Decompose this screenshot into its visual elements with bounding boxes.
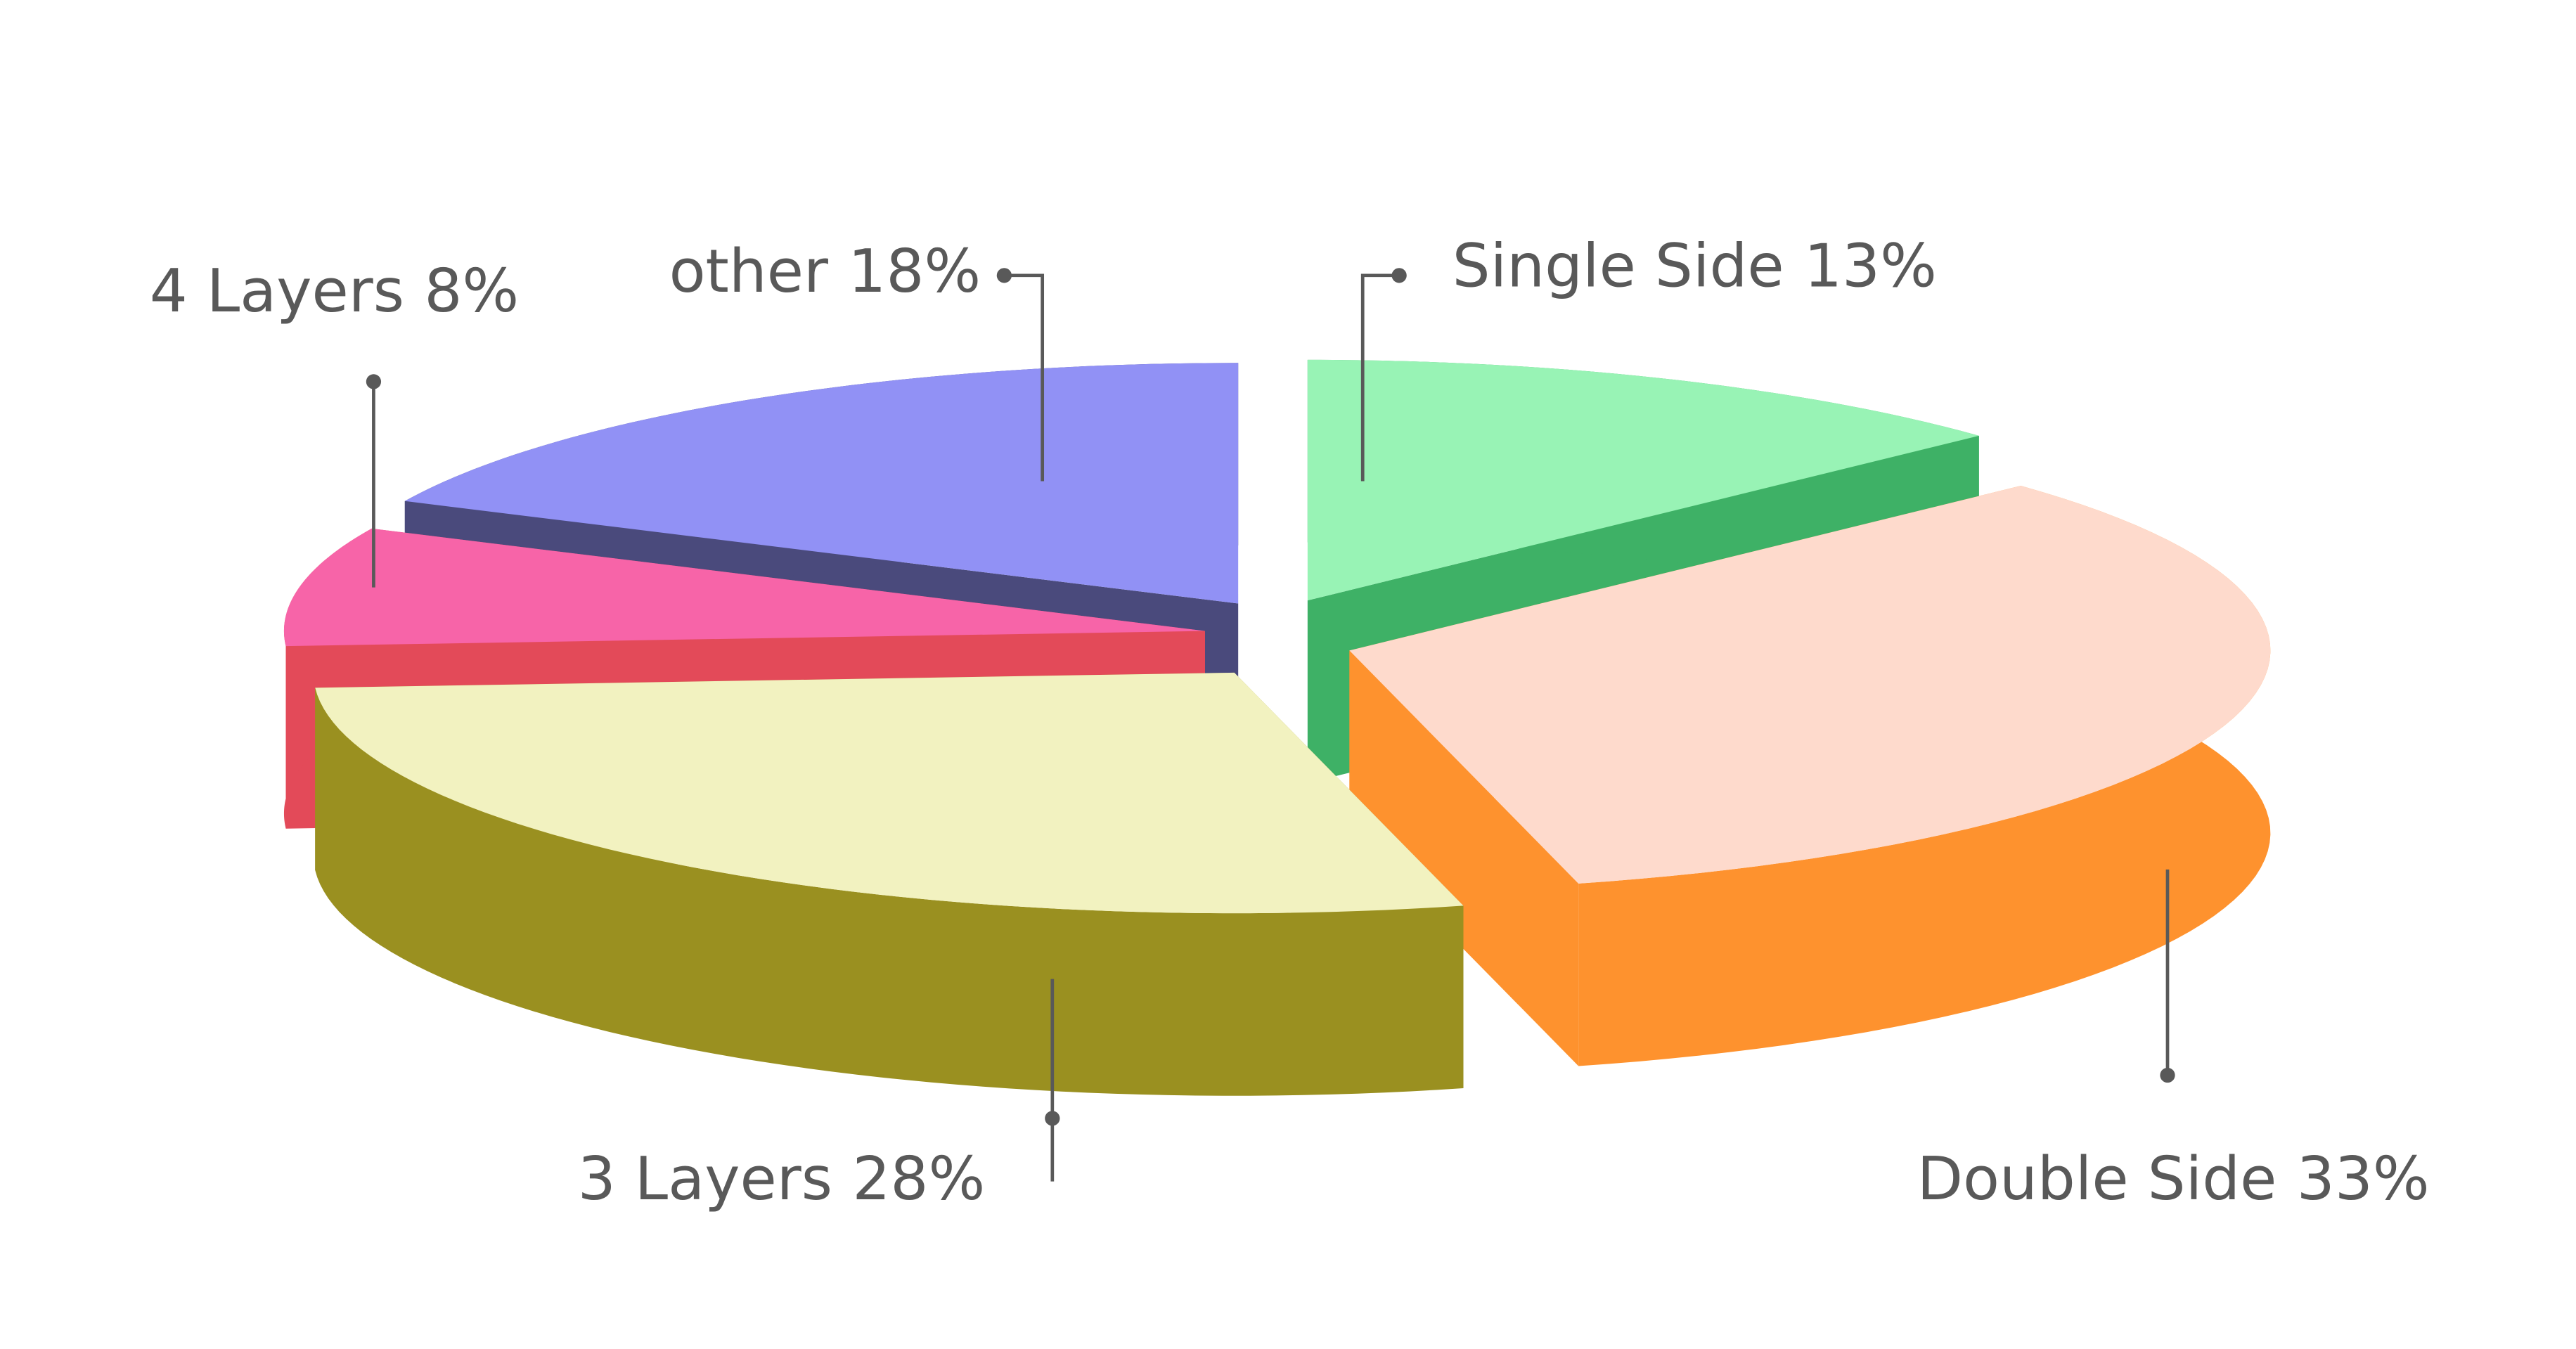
leader-line xyxy=(1004,273,1045,482)
value-label: 8% xyxy=(424,257,519,327)
slice xyxy=(315,672,1464,1096)
slice-label: 4 Layers 8% xyxy=(150,257,519,327)
value-label: 33% xyxy=(2297,1144,2430,1214)
category-label: Double Side xyxy=(1917,1144,2277,1214)
category-label: 3 Layers xyxy=(578,1144,832,1214)
category-label: Single Side xyxy=(1453,232,1784,302)
slice-top xyxy=(1307,359,1979,601)
leader-dot xyxy=(1391,268,1407,283)
value-label: 28% xyxy=(852,1144,985,1214)
slice-label: Double Side 33% xyxy=(1917,1144,2430,1214)
leader-dot xyxy=(366,374,382,389)
slice-top xyxy=(1349,486,2271,884)
value-label: 18% xyxy=(848,237,981,306)
leader-dot xyxy=(1045,1111,1060,1126)
slice-top xyxy=(315,672,1464,914)
leader-line xyxy=(1360,273,1400,482)
category-label: 4 Layers xyxy=(150,257,404,327)
slice-label: Single Side 13% xyxy=(1453,232,1937,302)
slice-top xyxy=(283,528,1205,647)
leader-dot xyxy=(2160,1067,2175,1083)
slice-top xyxy=(404,363,1239,604)
value-label: 13% xyxy=(1804,232,1937,302)
slice-label: other 18% xyxy=(669,237,981,306)
slice-radial-wall xyxy=(1349,650,1579,1066)
slice-outer-wall xyxy=(315,688,1464,1096)
category-label: other xyxy=(669,237,828,306)
slice-label: 3 Layers 28% xyxy=(578,1144,985,1214)
leader-dot xyxy=(996,268,1012,283)
slice xyxy=(1349,486,2271,1066)
